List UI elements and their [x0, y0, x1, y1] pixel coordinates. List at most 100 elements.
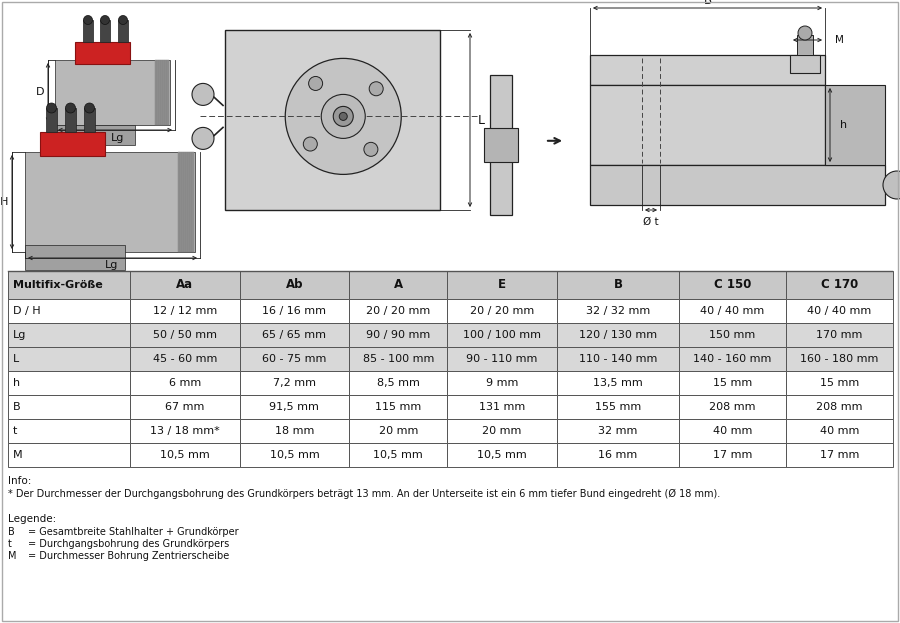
Bar — [786, 395, 893, 419]
Text: 50 / 50 mm: 50 / 50 mm — [153, 330, 217, 340]
Bar — [118, 20, 128, 42]
Bar — [178, 152, 180, 252]
Text: 208 mm: 208 mm — [816, 402, 863, 412]
Bar — [349, 323, 447, 347]
Circle shape — [84, 16, 93, 24]
Text: 32 / 32 mm: 32 / 32 mm — [586, 306, 650, 316]
Bar — [180, 152, 182, 252]
Circle shape — [85, 103, 94, 113]
Bar — [679, 347, 786, 371]
Text: 115 mm: 115 mm — [375, 402, 421, 412]
Bar — [679, 395, 786, 419]
Text: Lg: Lg — [13, 330, 26, 340]
Text: M: M — [835, 35, 844, 45]
Circle shape — [303, 137, 318, 151]
Bar — [25, 245, 125, 270]
Bar — [786, 419, 893, 443]
Bar — [557, 371, 679, 395]
Text: 20 / 20 mm: 20 / 20 mm — [366, 306, 430, 316]
Bar — [46, 108, 57, 132]
Text: B: B — [13, 402, 21, 412]
Bar — [65, 108, 76, 132]
Bar — [165, 60, 167, 125]
Bar — [786, 443, 893, 467]
Text: 17 mm: 17 mm — [820, 450, 859, 460]
Bar — [100, 20, 110, 42]
Text: L: L — [478, 113, 485, 126]
Bar — [190, 152, 192, 252]
Text: 20 mm: 20 mm — [482, 426, 522, 436]
Bar — [590, 85, 825, 165]
Bar — [447, 271, 557, 299]
Text: D: D — [35, 87, 44, 97]
Text: 16 mm: 16 mm — [598, 450, 637, 460]
Text: t: t — [8, 539, 12, 549]
Bar — [130, 347, 239, 371]
Bar — [786, 323, 893, 347]
Bar — [447, 299, 557, 323]
Text: 10,5 mm: 10,5 mm — [269, 450, 319, 460]
Text: 13,5 mm: 13,5 mm — [593, 378, 643, 388]
Text: 60 - 75 mm: 60 - 75 mm — [262, 354, 327, 364]
Text: L: L — [13, 354, 19, 364]
Bar — [349, 271, 447, 299]
Bar — [786, 347, 893, 371]
Text: = Gesamtbreite Stahlhalter + Grundkörper: = Gesamtbreite Stahlhalter + Grundkörper — [28, 527, 239, 537]
Text: 10,5 mm: 10,5 mm — [374, 450, 423, 460]
Text: 10,5 mm: 10,5 mm — [160, 450, 210, 460]
Bar — [40, 132, 105, 156]
Bar — [84, 108, 95, 132]
Text: 120 / 130 mm: 120 / 130 mm — [579, 330, 657, 340]
Bar — [225, 30, 440, 210]
Bar — [8, 271, 130, 299]
Bar — [239, 371, 349, 395]
Text: B: B — [8, 527, 14, 537]
Text: 18 mm: 18 mm — [274, 426, 314, 436]
Text: 170 mm: 170 mm — [816, 330, 862, 340]
Bar — [186, 152, 188, 252]
Bar — [557, 299, 679, 323]
Text: t: t — [13, 426, 17, 436]
Bar — [155, 60, 157, 125]
Bar — [557, 419, 679, 443]
Circle shape — [321, 95, 365, 138]
Text: Lg: Lg — [105, 260, 119, 270]
Bar — [159, 60, 161, 125]
Bar — [239, 395, 349, 419]
Bar — [349, 419, 447, 443]
Text: Info:: Info: — [8, 476, 32, 486]
Bar — [490, 75, 512, 215]
Text: 32 mm: 32 mm — [598, 426, 637, 436]
Circle shape — [364, 142, 378, 156]
Text: h: h — [13, 378, 20, 388]
Bar — [484, 128, 518, 162]
Text: 155 mm: 155 mm — [595, 402, 641, 412]
Bar — [163, 60, 165, 125]
Circle shape — [798, 26, 812, 40]
Text: 10,5 mm: 10,5 mm — [477, 450, 527, 460]
Text: M: M — [13, 450, 22, 460]
Circle shape — [66, 103, 76, 113]
Bar — [790, 55, 820, 73]
Bar — [182, 152, 184, 252]
Text: 15 mm: 15 mm — [820, 378, 859, 388]
Bar — [8, 419, 130, 443]
Bar — [239, 419, 349, 443]
Bar — [239, 347, 349, 371]
Text: 110 - 140 mm: 110 - 140 mm — [579, 354, 657, 364]
Bar — [557, 347, 679, 371]
Text: 20 / 20 mm: 20 / 20 mm — [470, 306, 535, 316]
Bar — [55, 125, 135, 145]
Text: * Der Durchmesser der Durchgangsbohrung des Grundkörpers beträgt 13 mm. An der U: * Der Durchmesser der Durchgangsbohrung … — [8, 489, 720, 499]
Bar — [239, 443, 349, 467]
Text: B: B — [614, 278, 623, 292]
Circle shape — [369, 82, 383, 96]
Text: 85 - 100 mm: 85 - 100 mm — [363, 354, 434, 364]
Bar — [447, 323, 557, 347]
Bar — [786, 271, 893, 299]
Bar — [130, 443, 239, 467]
Bar — [157, 60, 159, 125]
Bar — [679, 443, 786, 467]
Text: 90 - 110 mm: 90 - 110 mm — [466, 354, 538, 364]
Bar — [130, 323, 239, 347]
